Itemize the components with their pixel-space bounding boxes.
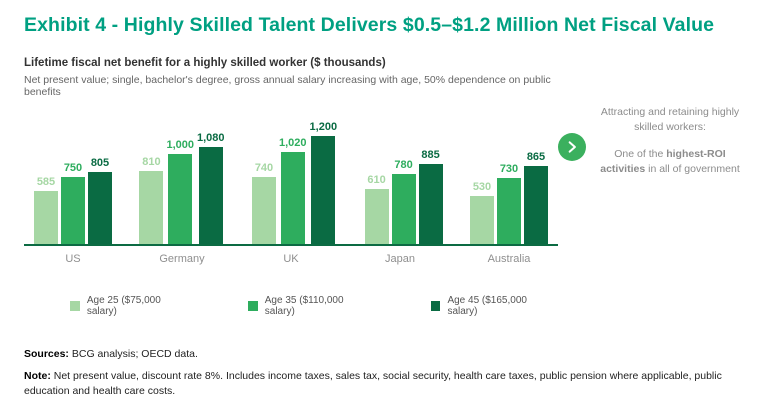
bar-wrap: 1,080 <box>197 132 225 244</box>
annotation-line2-pre: One of the <box>614 148 667 161</box>
category-label: Australia <box>487 253 531 265</box>
bar-wrap: 1,200 <box>309 121 338 244</box>
bar-value-label: 1,080 <box>197 131 225 144</box>
chart-description: Net present value; single, bachelor's de… <box>24 74 551 98</box>
bar-group: 810 1,000 1,080 <box>139 132 225 244</box>
annotation-line2: One of the highest-ROI activities in all… <box>596 147 744 176</box>
category-label: Germany <box>159 253 205 265</box>
bar-value-label: 1,020 <box>279 137 307 150</box>
bar-wrap: 730 <box>497 163 521 244</box>
bar-chart: 585 750 805 810 1,000 1,080 740 1,020 1,200 610 78… <box>24 118 558 265</box>
bar <box>497 178 521 244</box>
bar-value-label: 750 <box>63 161 83 174</box>
legend-swatch <box>247 301 258 311</box>
footer: Sources: BCG analysis; OECD data. Note: … <box>24 347 744 400</box>
legend-swatch <box>430 301 441 311</box>
bar <box>364 189 389 244</box>
legend-label: Age 25 ($75,000 salary) <box>86 295 161 317</box>
bar-group: 610 780 885 <box>364 149 443 244</box>
plot-area: 585 750 805 810 1,000 1,080 740 1,020 1,200 610 78… <box>24 118 558 246</box>
note-text: Net present value, discount rate 8%. Inc… <box>24 370 722 398</box>
annotation-line1: Attracting and retaining highly skilled … <box>600 106 740 133</box>
bar-wrap: 530 <box>470 181 494 244</box>
note-label: Note: <box>24 370 51 383</box>
bar-value-label: 865 <box>526 151 546 164</box>
bar <box>391 173 416 244</box>
chevron-right-icon <box>558 133 586 162</box>
bar <box>168 154 193 244</box>
sources-text: BCG analysis; OECD data. <box>68 348 198 360</box>
page-title: Exhibit 4 - Highly Skilled Talent Delive… <box>24 14 715 36</box>
category-label: UK <box>283 253 299 265</box>
bar-value-label: 1,200 <box>309 121 338 133</box>
annotation-line2-post: in all of government <box>645 163 740 176</box>
chevron-right-glyph <box>568 141 576 154</box>
content-area: Lifetime fiscal net benefit for a highly… <box>24 57 744 317</box>
bar-group: 740 1,020 1,200 <box>252 121 337 244</box>
bar-wrap: 1,000 <box>166 139 194 244</box>
bar-value-label: 730 <box>499 163 519 176</box>
bar <box>418 164 443 244</box>
bar-value-label: 585 <box>36 176 56 189</box>
sources-label: Sources: <box>24 348 69 360</box>
annotation-text: Attracting and retaining highly skilled … <box>596 105 744 190</box>
bar <box>252 177 276 244</box>
bar <box>139 171 164 244</box>
bar-value-label: 805 <box>90 156 110 169</box>
bar-value-label: 530 <box>472 181 492 194</box>
bar <box>524 166 548 244</box>
bar-wrap: 585 <box>34 176 58 244</box>
bar-wrap: 750 <box>61 161 85 244</box>
bar-group: 585 750 805 <box>34 157 112 244</box>
bar-wrap: 1,020 <box>279 137 307 244</box>
sources-line: Sources: BCG analysis; OECD data. <box>24 347 744 362</box>
bar-value-label: 885 <box>421 149 440 162</box>
bar-value-label: 810 <box>142 156 161 169</box>
chart-legend: Age 25 ($75,000 salary) Age 35 ($110,000 … <box>70 295 558 317</box>
bar <box>88 171 112 244</box>
category-label: Japan <box>385 253 415 265</box>
bar <box>34 191 58 244</box>
legend-swatch <box>70 301 80 311</box>
legend-item: Age 45 ($165,000 salary) <box>430 295 558 317</box>
bar <box>198 146 223 244</box>
annotation: Attracting and retaining highly skilled … <box>558 105 744 190</box>
category-label: US <box>65 253 81 265</box>
chart-column: Lifetime fiscal net benefit for a highly… <box>24 57 558 317</box>
bar-value-label: 740 <box>254 162 274 175</box>
legend-label: Age 35 ($110,000 salary) <box>264 295 344 317</box>
bar-wrap: 865 <box>524 151 548 244</box>
note-line: Note: Net present value, discount rate 8… <box>24 369 744 399</box>
bar-value-label: 610 <box>367 174 386 187</box>
bar-wrap: 740 <box>252 162 276 244</box>
bar <box>61 176 85 244</box>
bar <box>280 152 305 244</box>
annotation-line2-bold: highest-ROI activities <box>600 148 726 176</box>
bar <box>470 196 494 244</box>
bar-group: 530 730 865 <box>470 151 548 244</box>
legend-item: Age 35 ($110,000 salary) <box>247 295 375 317</box>
legend-label: Age 45 ($165,000 salary) <box>447 295 527 317</box>
bar-wrap: 885 <box>418 149 443 244</box>
bar-value-label: 780 <box>394 158 413 171</box>
bar-wrap: 780 <box>391 158 416 244</box>
bar <box>311 136 336 244</box>
legend-item: Age 25 ($75,000 salary) <box>70 295 192 317</box>
bar-wrap: 610 <box>364 174 389 244</box>
chart-subtitle: Lifetime fiscal net benefit for a highly… <box>24 57 386 69</box>
bar-value-label: 1,000 <box>166 139 194 151</box>
bar-wrap: 805 <box>88 157 112 244</box>
bar-wrap: 810 <box>139 156 164 244</box>
category-labels: US Germany UK Japan Australia <box>24 253 558 265</box>
